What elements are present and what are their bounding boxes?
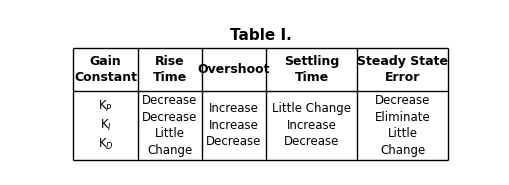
Text: Settling
Time: Settling Time <box>284 55 339 84</box>
Text: Table I.: Table I. <box>230 28 292 43</box>
Text: Little Change
Increase
Decrease: Little Change Increase Decrease <box>272 102 351 149</box>
Text: Overshoot: Overshoot <box>197 63 270 76</box>
Text: Gain
Constant: Gain Constant <box>74 55 137 84</box>
Text: Decrease
Eliminate
Little
Change: Decrease Eliminate Little Change <box>375 94 431 157</box>
Text: Increase
Increase
Decrease: Increase Increase Decrease <box>206 102 262 149</box>
Text: Rise
Time: Rise Time <box>153 55 187 84</box>
Text: K$_P$
K$_I$
K$_D$: K$_P$ K$_I$ K$_D$ <box>98 99 114 152</box>
Text: Decrease
Decrease
Little
Change: Decrease Decrease Little Change <box>142 94 197 157</box>
Text: Steady State
Error: Steady State Error <box>357 55 448 84</box>
